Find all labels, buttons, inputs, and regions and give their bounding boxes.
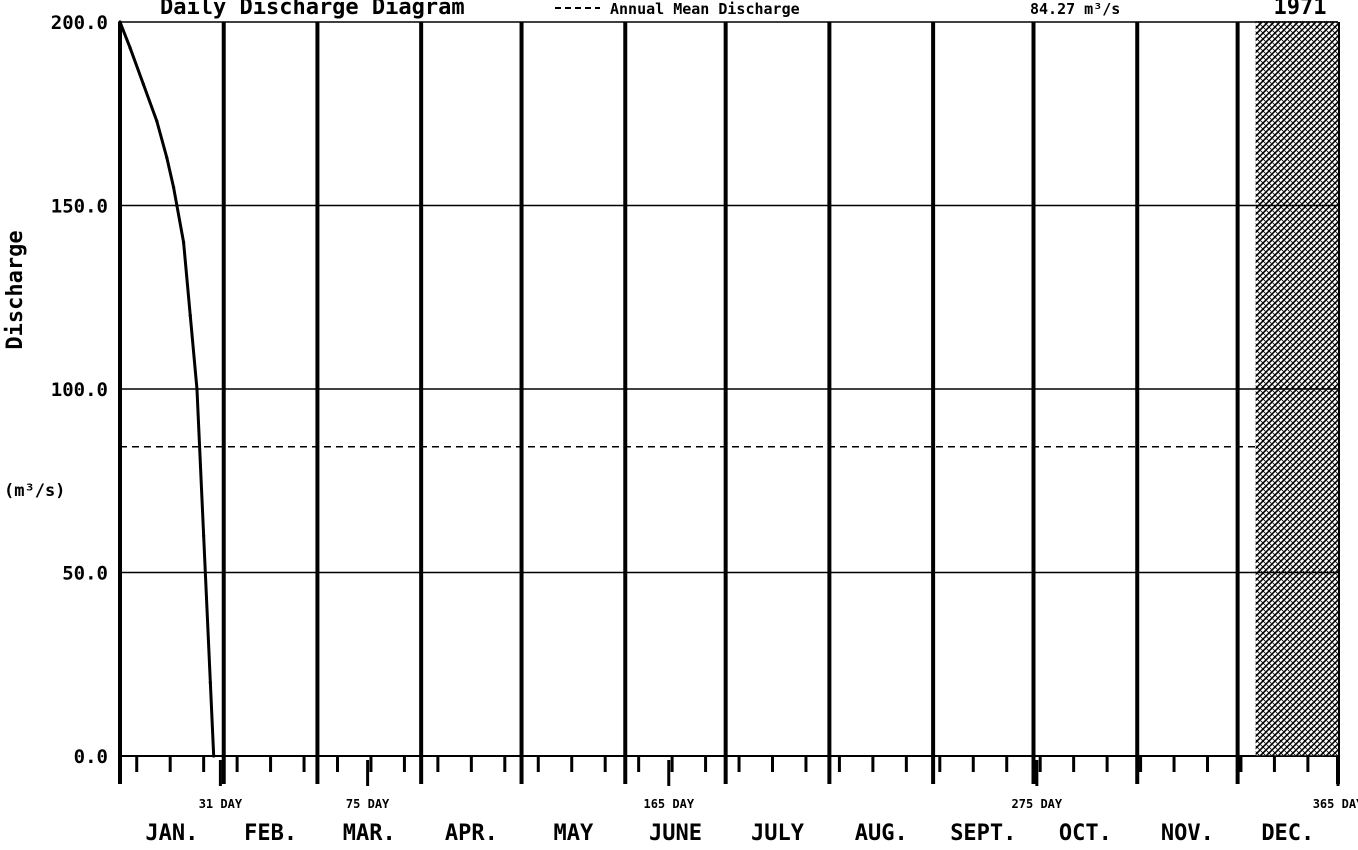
day-marker-label: 165 DAY <box>643 797 694 811</box>
month-label: JAN. <box>145 821 198 846</box>
month-label: MAR. <box>343 821 396 846</box>
month-label: OCT. <box>1059 821 1112 846</box>
discharge-point <box>202 534 206 538</box>
month-label: APR. <box>445 821 498 846</box>
discharge-point <box>175 203 179 208</box>
discharge-point <box>195 387 199 391</box>
discharge-point <box>128 46 132 50</box>
day-marker-label: 31 DAY <box>199 797 243 811</box>
y-tick-label: 150.0 <box>51 196 108 218</box>
chart-year: 1971 <box>1274 0 1327 20</box>
discharge-point <box>141 82 146 86</box>
chart-title: Daily Discharge Diagram <box>160 0 465 20</box>
day-marker-label: 75 DAY <box>346 797 390 811</box>
month-label: MAY <box>554 821 594 846</box>
y-tick-label: 100.0 <box>51 379 108 401</box>
legend-text: Annual Mean Discharge <box>610 0 800 18</box>
discharge-point <box>188 314 192 318</box>
series-layer <box>118 20 216 758</box>
day-marker-label: 275 DAY <box>1012 797 1063 811</box>
y-tick-label: 0.0 <box>74 746 108 768</box>
y-axis-unit: (m³/s) <box>4 481 65 501</box>
discharge-point <box>165 156 169 160</box>
discharge-point <box>155 119 159 123</box>
grid-layer <box>118 21 1340 786</box>
discharge-point <box>212 754 216 758</box>
month-label: NOV. <box>1161 821 1214 846</box>
discharge-point <box>181 240 186 244</box>
y-tick-label: 200.0 <box>51 12 108 34</box>
discharge-point <box>118 20 122 24</box>
month-label: JUNE <box>649 821 702 846</box>
hatch-layer <box>1255 21 1338 757</box>
month-label: SEPT. <box>950 821 1016 846</box>
legend-value: 84.27 m³/s <box>1030 0 1120 18</box>
y-tick-label: 50.0 <box>62 563 108 585</box>
y-axis-label: Discharge <box>3 230 28 349</box>
text-layer: 0.0 50.0 100.0 150.0 200.0 JAN. FEB. MAR. APR. MA… <box>3 0 1358 846</box>
month-label: AUG. <box>855 821 908 846</box>
month-label: FEB. <box>244 821 297 846</box>
month-label: DEC. <box>1261 821 1314 846</box>
discharge-point <box>171 185 176 189</box>
day-marker-label: 365 DAY <box>1313 797 1358 811</box>
month-label: JULY <box>751 821 805 846</box>
discharge-point <box>208 681 212 685</box>
